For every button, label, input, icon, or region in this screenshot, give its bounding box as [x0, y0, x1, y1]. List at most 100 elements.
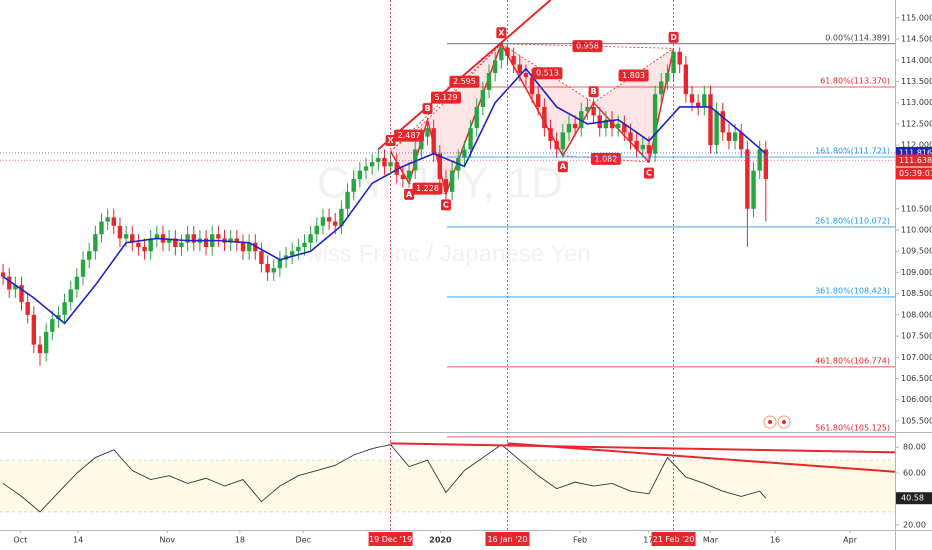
ratio-box	[449, 75, 480, 88]
pattern-area	[427, 43, 502, 194]
fib-label: 161.80%(111.721)	[815, 146, 890, 155]
candle-body	[474, 106, 479, 129]
candle-body	[480, 89, 486, 107]
ratio-box	[618, 69, 649, 82]
candle-body	[296, 246, 301, 252]
candle-body	[216, 234, 221, 239]
candle-body	[683, 64, 689, 95]
candle-body	[511, 56, 516, 65]
point-box	[404, 188, 415, 200]
candle-body	[560, 132, 566, 150]
point-label: X	[388, 136, 395, 145]
candle-body	[732, 132, 738, 141]
x-tick-label: Nov	[160, 536, 176, 545]
candle-body	[609, 119, 615, 129]
candle-body	[659, 81, 664, 95]
y-tick-label: 115.000	[901, 13, 932, 22]
y-tick-label: 108.500	[901, 289, 932, 298]
candle-body	[154, 234, 160, 239]
marker-label: 21 Feb '20	[653, 535, 695, 544]
candle-body	[173, 238, 178, 247]
candle-body	[345, 191, 350, 209]
candle-body	[259, 251, 264, 264]
price-label: 111.638	[899, 156, 932, 165]
candle-body	[714, 111, 719, 146]
x-tick-label: Oct	[13, 536, 27, 545]
candle-body	[314, 225, 319, 235]
x-tick-label: 17	[643, 536, 653, 545]
candle-body	[640, 145, 646, 150]
candle-body	[0, 272, 6, 277]
ratio-box	[572, 40, 603, 53]
candle-body	[517, 64, 522, 73]
candle-body	[289, 251, 295, 256]
y-tick-label: 114.000	[901, 56, 932, 65]
point-label: X	[498, 28, 505, 37]
candle-body	[31, 314, 37, 345]
y-tick-label: 106.500	[901, 374, 932, 383]
x-tick-label: 14	[73, 536, 83, 545]
candle-body	[93, 234, 98, 252]
rsi-trendline	[390, 442, 895, 454]
icon-dot	[782, 420, 786, 424]
candle-body	[99, 221, 104, 235]
indicator-icons[interactable]	[763, 415, 791, 429]
candle-body	[585, 106, 590, 112]
candle-body	[74, 276, 80, 290]
description-watermark: Swiss Franc / Japanese Yen	[289, 240, 591, 267]
x-tick-label: Apr	[843, 536, 858, 545]
candle-body	[19, 285, 24, 303]
marker-label: 19 Dec '19	[369, 535, 412, 544]
fib-label: 0.00%(114.389)	[825, 33, 890, 42]
candle-body	[111, 217, 116, 226]
point-label: C	[443, 200, 449, 209]
price-pane	[0, 0, 769, 366]
candle-body	[622, 123, 627, 133]
candle-body	[499, 47, 504, 61]
y-tick-label: 107.500	[901, 332, 932, 341]
marker-box	[485, 532, 530, 546]
candle-body	[326, 217, 332, 222]
candle-body	[234, 238, 240, 243]
ratio-box	[430, 91, 461, 104]
candle-body	[240, 242, 246, 252]
candle-body	[628, 132, 633, 141]
candle-body	[591, 106, 596, 116]
candle-body	[406, 170, 412, 180]
y-tick-label: 105.500	[901, 416, 932, 425]
candle-body	[185, 234, 190, 243]
candle-body	[566, 123, 572, 133]
trendline	[377, 0, 552, 151]
y-tick-label: 106.000	[901, 395, 932, 404]
candle-body	[142, 246, 147, 252]
candle-body	[431, 128, 436, 154]
ratio-label: 0.958	[576, 42, 599, 51]
candle-body	[523, 72, 529, 78]
candle-body	[394, 162, 399, 175]
ratio-label: 1.082	[594, 154, 617, 163]
point-label: B	[591, 87, 597, 96]
candle-body	[246, 242, 252, 252]
candle-body	[615, 123, 621, 129]
point-box	[588, 86, 599, 98]
rsi-tick-label: 20.00	[903, 520, 926, 529]
point-box	[557, 161, 568, 173]
candle-body	[357, 170, 363, 180]
candle-body	[751, 170, 756, 209]
candle-body	[677, 51, 682, 65]
candle-body	[763, 149, 769, 180]
candle-body	[542, 106, 547, 129]
ratio-label: 2.487	[398, 131, 421, 140]
candle-body	[339, 208, 344, 226]
candle-body	[468, 128, 473, 150]
candle-body	[413, 149, 418, 171]
rsi-trendline	[507, 442, 895, 473]
candle-body	[572, 123, 578, 129]
candle-body	[123, 234, 129, 239]
point-box	[643, 167, 654, 179]
candle-body	[529, 77, 535, 95]
x-tick-label: 16	[770, 536, 780, 545]
candle-body	[228, 238, 233, 243]
rsi-tick-label: 80.00	[903, 443, 926, 452]
ratio-label: 2.595	[453, 77, 476, 86]
